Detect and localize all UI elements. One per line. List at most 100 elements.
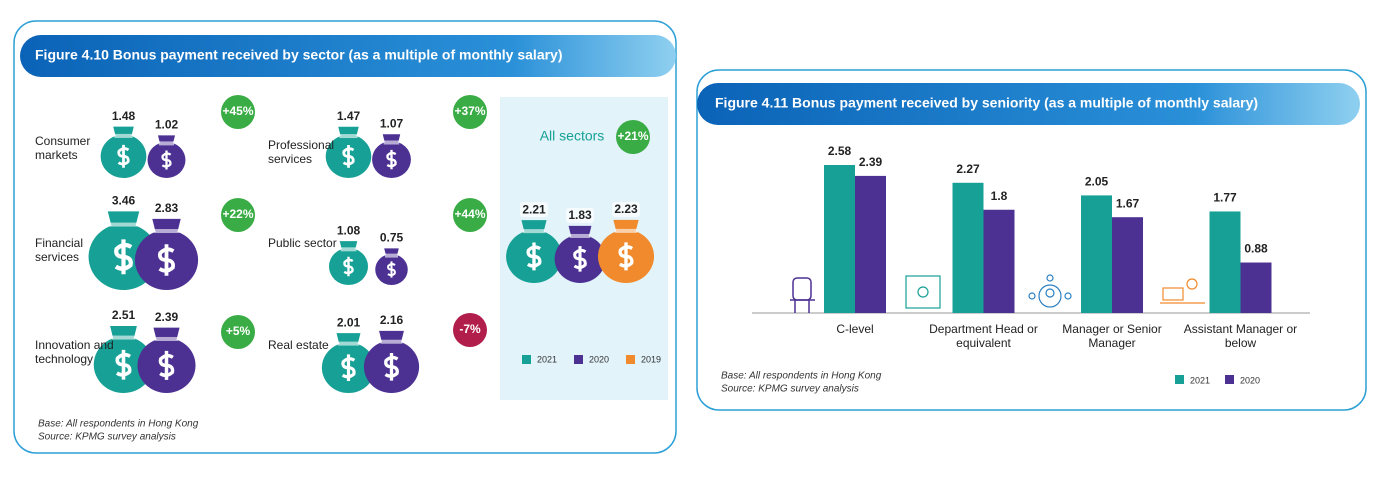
- bag-tie: [337, 341, 360, 346]
- category-label: Professional services: [268, 138, 335, 166]
- bar: [855, 175, 886, 313]
- bag-tie: [154, 336, 179, 341]
- value-tag: [520, 202, 548, 218]
- dollar-icon: [386, 149, 397, 170]
- title-bar: [697, 83, 1360, 125]
- dollar-icon: [618, 242, 634, 271]
- value-label: 0.88: [1244, 242, 1268, 256]
- bag-neck: [153, 327, 180, 340]
- dollar-icon: [114, 239, 133, 275]
- bag-tie: [109, 222, 138, 227]
- dollar-icon: [158, 244, 175, 276]
- value-tag: [334, 315, 363, 331]
- x-tick-label: Department Head or equivalent: [929, 322, 1038, 350]
- legend-label: 2019: [641, 354, 661, 364]
- bag-tie: [114, 133, 133, 138]
- category-label: Consumer markets: [35, 134, 91, 162]
- legend-swatch: [574, 355, 583, 364]
- legend-label: 2020: [589, 354, 609, 364]
- category-label: All sectors: [540, 128, 605, 144]
- bag-neck: [157, 135, 176, 143]
- value-label: 2.51: [112, 308, 136, 322]
- value-tag: [566, 207, 594, 223]
- dollar-icon: [387, 261, 396, 278]
- dollar-icon: [342, 144, 355, 168]
- legend-swatch: [522, 355, 531, 364]
- value-label: 1.07: [380, 116, 404, 130]
- value-tag: [612, 201, 640, 217]
- dollar-icon: [526, 242, 542, 271]
- category-label: Innovation and technology: [35, 338, 114, 366]
- chart-title: Figure 4.10 Bonus payment received by se…: [35, 47, 563, 63]
- value-label: 2.39: [859, 155, 883, 169]
- bag-tie: [158, 141, 175, 146]
- value-label: 2.01: [337, 315, 361, 329]
- bag-neck: [339, 241, 358, 249]
- value-label: 1.47: [337, 109, 361, 123]
- change-label: +45%: [222, 104, 253, 118]
- x-tick-label: C-level: [836, 322, 874, 336]
- value-label: 0.75: [380, 231, 404, 245]
- value-label: 2.05: [1085, 175, 1109, 189]
- legend-swatch: [626, 355, 635, 364]
- icon: [905, 275, 941, 309]
- value-tag: [334, 108, 363, 124]
- bag-neck: [568, 225, 592, 237]
- bag-neck: [338, 126, 359, 136]
- bag-neck: [382, 134, 401, 143]
- bag-tie: [153, 229, 180, 234]
- value-tag: [377, 116, 406, 132]
- dollar-icon: [343, 256, 354, 277]
- icon: [790, 277, 815, 313]
- change-badge: [221, 95, 255, 129]
- bag-tie: [380, 339, 403, 344]
- change-badge: [453, 313, 487, 347]
- bar: [952, 182, 984, 313]
- dollar-icon: [384, 352, 399, 381]
- value-label: 2.23: [614, 202, 638, 216]
- bag-neck: [521, 220, 547, 232]
- change-badge: [221, 315, 255, 349]
- bag-neck: [613, 219, 639, 232]
- bag-neck: [379, 330, 404, 342]
- legend-label: 2021: [1190, 375, 1210, 385]
- value-label: 1.02: [155, 117, 179, 131]
- value-label: 2.27: [956, 162, 980, 176]
- legend-label: 2021: [537, 354, 557, 364]
- bag-tie: [384, 253, 399, 258]
- value-tag: [109, 108, 138, 124]
- bag-neck: [336, 333, 361, 344]
- dollar-icon: [117, 144, 130, 168]
- value-label: 3.46: [112, 194, 136, 208]
- change-badge: [221, 198, 255, 232]
- dollar-icon: [115, 349, 132, 380]
- legend-swatch: [1175, 375, 1184, 384]
- change-label: +5%: [226, 324, 251, 338]
- value-tag: [152, 117, 181, 133]
- bag-tie: [111, 335, 136, 340]
- bag-tie: [383, 140, 400, 145]
- change-badge: [453, 95, 487, 129]
- dollar-icon: [161, 150, 172, 170]
- bag-tie: [614, 228, 638, 233]
- value-label: 1.8: [991, 189, 1008, 203]
- chart-title: Figure 4.11 Bonus payment received by se…: [715, 95, 1258, 111]
- value-tag: [109, 193, 138, 209]
- value-label: 2.83: [155, 201, 179, 215]
- bag-tie: [339, 134, 358, 139]
- icon: [1028, 274, 1072, 308]
- value-label: 2.21: [522, 202, 546, 216]
- legend-label: 2020: [1240, 375, 1260, 385]
- category-label: Financial services: [35, 236, 84, 264]
- bag-tie: [340, 247, 357, 252]
- value-tag: [334, 223, 363, 239]
- bag-neck: [384, 248, 399, 255]
- bar: [1209, 211, 1241, 313]
- bag-neck: [113, 126, 134, 136]
- bag-neck: [152, 218, 181, 232]
- bar: [824, 165, 855, 313]
- value-label: 2.16: [380, 313, 404, 327]
- bag-neck: [107, 211, 140, 226]
- value-tag: [377, 312, 406, 328]
